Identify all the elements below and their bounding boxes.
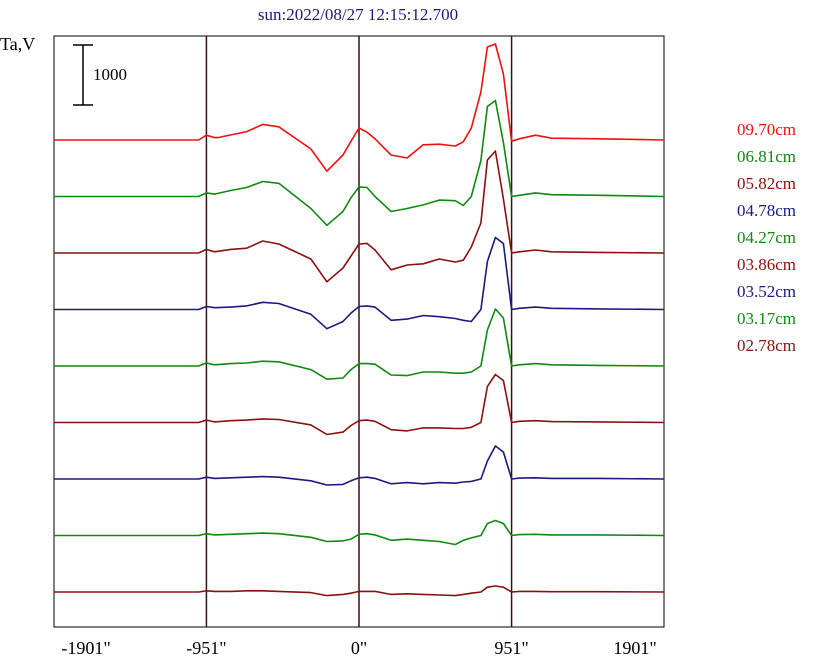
series-line-05.82cm [54,150,665,283]
legend-entry: 04.78cm [737,201,796,220]
legend-entry: 03.17cm [737,309,796,328]
y-axis-label: Ta,V [0,34,35,54]
series-line-03.86cm [54,373,665,436]
scale-bar [73,44,93,106]
legend-entry: 03.52cm [737,282,796,301]
x-tick-label: 1901" [613,638,656,658]
scale-bar-label: 1000 [93,65,127,84]
series-line-02.78cm [54,585,665,597]
legend-entry: 06.81cm [737,147,796,166]
legend-entry: 02.78cm [737,336,796,355]
x-tick-label: 0" [351,638,367,658]
series-line-06.81cm [54,99,665,227]
series-line-03.52cm [54,445,665,486]
chart-title: sun:2022/08/27 12:15:12.700 [258,5,458,24]
x-tick-label: -951" [186,638,226,658]
legend-entry: 05.82cm [737,174,796,193]
legend-entry: 04.27cm [737,228,796,247]
series-line-04.27cm [54,308,665,380]
series-line-09.70cm [54,43,665,172]
legend-entry: 03.86cm [737,255,796,274]
x-tick-label: 951" [494,638,528,658]
series-line-03.17cm [54,519,665,546]
legend-entry: 09.70cm [737,120,796,139]
x-tick-label: -1901" [61,638,110,658]
series-line-04.78cm [54,236,665,330]
